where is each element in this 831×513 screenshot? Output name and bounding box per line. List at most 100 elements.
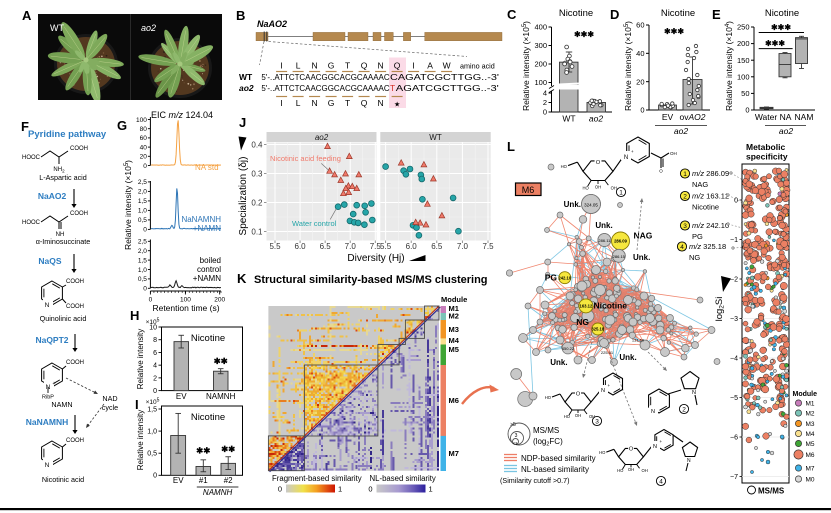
svg-text:200: 200 (737, 39, 750, 48)
svg-text:Q: Q (361, 98, 368, 108)
svg-text:O: O (596, 160, 601, 166)
svg-text:#2: #2 (224, 476, 233, 485)
svg-text:✱✱✱: ✱✱✱ (765, 39, 785, 48)
svg-text:2: 2 (153, 375, 157, 382)
svg-text:I: I (135, 397, 139, 412)
svg-text:6.5: 6.5 (320, 242, 332, 251)
svg-text:m/z 325.18: m/z 325.18 (689, 242, 726, 251)
svg-text:HOOC: HOOC (22, 155, 41, 161)
svg-text:C: C (507, 7, 517, 22)
svg-text:+NAMN: +NAMN (193, 224, 221, 233)
svg-text:ovAO2: ovAO2 (680, 112, 706, 122)
svg-text:0: 0 (143, 163, 147, 170)
svg-text:20: 20 (140, 154, 148, 161)
svg-text:0: 0 (149, 297, 153, 304)
svg-text:−1: −1 (730, 237, 738, 244)
svg-text:Relative intensity: Relative intensity (136, 410, 145, 470)
svg-text:NAD: NAD (102, 394, 117, 403)
svg-text:O: O (576, 392, 581, 398)
svg-text:N: N (624, 155, 628, 161)
svg-text:5.5: 5.5 (269, 242, 281, 251)
svg-text:2: 2 (682, 406, 686, 413)
svg-text:A: A (427, 61, 433, 71)
svg-text:T: T (345, 61, 350, 71)
svg-text:1,5: 1,5 (147, 406, 157, 413)
svg-text:Water control: Water control (292, 219, 337, 228)
svg-text:M6: M6 (449, 396, 459, 405)
svg-text:N: N (45, 462, 50, 469)
svg-text:NAG: NAG (692, 180, 708, 189)
svg-text:COOH: COOH (66, 438, 84, 444)
svg-text:EIC m/z 124.04: EIC m/z 124.04 (151, 110, 213, 120)
svg-text:OH: OH (611, 186, 617, 191)
svg-text:Relative intensity: Relative intensity (136, 329, 145, 389)
svg-text:M5: M5 (806, 441, 815, 448)
svg-text:Diversity (Hj): Diversity (Hj) (347, 253, 404, 264)
svg-text:8: 8 (153, 337, 157, 344)
svg-text:✱✱✱: ✱✱✱ (574, 30, 594, 39)
svg-text:0: 0 (745, 106, 749, 115)
svg-text:Nicotinic acid feeding: Nicotinic acid feeding (270, 154, 341, 163)
svg-text:m/z 286.09: m/z 286.09 (692, 169, 729, 178)
svg-text:2,0: 2,0 (138, 189, 147, 196)
svg-text:WT: WT (562, 114, 575, 124)
svg-text:Nicotine: Nicotine (661, 8, 695, 19)
svg-text:OH: OH (595, 185, 601, 190)
svg-text:7.5: 7.5 (370, 242, 382, 251)
svg-text:boiled: boiled (200, 256, 221, 265)
svg-text:M7: M7 (449, 449, 459, 458)
svg-text:100: 100 (534, 78, 547, 87)
svg-text:W: W (443, 61, 451, 71)
svg-text:M6: M6 (522, 185, 535, 195)
svg-text:Relative intensity (×104): Relative intensity (×104) (724, 21, 734, 111)
svg-text:1,0: 1,0 (147, 429, 157, 436)
svg-text:×105: ×105 (146, 398, 160, 407)
svg-text:7.0: 7.0 (457, 242, 469, 251)
svg-text:5'-..ATTCTCAACGGCACGCAAAAC: 5'-..ATTCTCAACGGCACGCAAAAC (261, 83, 389, 93)
svg-text:m/z 242.10: m/z 242.10 (692, 221, 729, 230)
svg-text:N: N (378, 61, 384, 71)
svg-text:NaNAMNH: NaNAMNH (181, 215, 221, 224)
svg-text:Nicotine: Nicotine (191, 333, 225, 344)
svg-text:200: 200 (534, 60, 547, 69)
svg-text:F: F (21, 119, 29, 134)
svg-text:control: control (197, 265, 221, 274)
svg-text:WT: WT (239, 72, 253, 82)
svg-text:M5: M5 (449, 345, 459, 354)
svg-text:+: + (631, 149, 634, 154)
svg-text:cycle: cycle (102, 403, 118, 412)
svg-text:G: G (117, 118, 127, 133)
svg-text:HO: HO (617, 468, 624, 473)
svg-text:log2Si: log2Si (714, 297, 726, 322)
svg-text:M7: M7 (806, 465, 815, 472)
svg-text:60: 60 (140, 135, 148, 142)
svg-text:×105: ×105 (146, 318, 160, 327)
svg-text:NA std: NA std (195, 163, 219, 172)
svg-text:N: N (45, 302, 50, 309)
svg-text:HO: HO (583, 186, 590, 191)
svg-text:40: 40 (636, 49, 644, 58)
svg-text:G: G (328, 98, 335, 108)
svg-text:2,5: 2,5 (138, 179, 147, 186)
svg-text:I: I (280, 61, 282, 71)
svg-text:M2: M2 (449, 312, 459, 321)
svg-text:0,5: 0,5 (147, 451, 157, 458)
svg-text:Nicotine: Nicotine (594, 301, 628, 311)
svg-text:Unk.: Unk. (633, 253, 650, 262)
svg-text:✱✱✱: ✱✱✱ (664, 27, 684, 36)
svg-text:α-Iminosuccinate: α-Iminosuccinate (36, 237, 91, 246)
svg-text:M3: M3 (806, 421, 815, 428)
svg-text:m/z 163.12: m/z 163.12 (692, 192, 729, 201)
svg-text:EV: EV (662, 112, 674, 122)
svg-text:M0: M0 (806, 476, 815, 483)
svg-text:M1: M1 (449, 304, 459, 313)
svg-text:4: 4 (543, 89, 547, 98)
svg-text:PG: PG (692, 232, 703, 241)
svg-text:NaAO2: NaAO2 (38, 191, 67, 201)
svg-text:OH: OH (575, 413, 581, 418)
svg-text:1,5: 1,5 (138, 257, 147, 264)
svg-text:OH: OH (641, 468, 647, 473)
svg-text:0,5: 0,5 (138, 217, 147, 224)
svg-text:NaQPT2: NaQPT2 (35, 335, 68, 345)
svg-text:7.5: 7.5 (482, 242, 494, 251)
